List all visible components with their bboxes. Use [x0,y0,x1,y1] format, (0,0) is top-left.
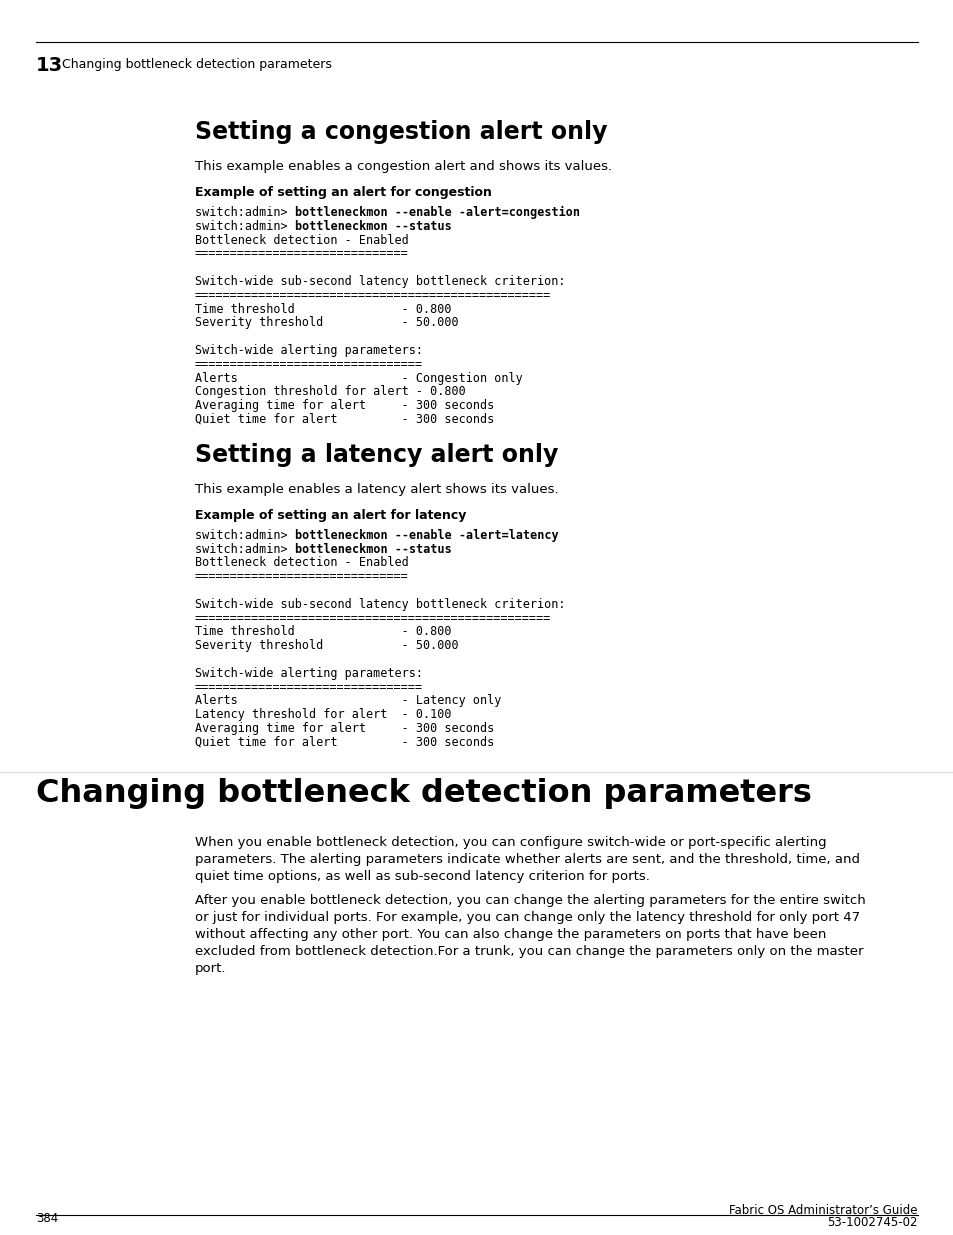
Text: This example enables a latency alert shows its values.: This example enables a latency alert sho… [194,483,558,495]
Text: ==============================: ============================== [194,247,408,261]
Text: ==================================================: ========================================… [194,289,551,301]
Text: When you enable bottleneck detection, you can configure switch-wide or port-spec: When you enable bottleneck detection, yo… [194,836,859,883]
Text: Changing bottleneck detection parameters: Changing bottleneck detection parameters [36,778,811,809]
Text: Switch-wide alerting parameters:: Switch-wide alerting parameters: [194,667,422,679]
Text: Setting a congestion alert only: Setting a congestion alert only [194,120,607,144]
Text: switch:admin>: switch:admin> [194,220,294,233]
Text: Latency threshold for alert  - 0.100: Latency threshold for alert - 0.100 [194,708,451,721]
Text: Time threshold               - 0.800: Time threshold - 0.800 [194,625,451,638]
Text: ================================: ================================ [194,358,422,370]
Text: Severity threshold           - 50.000: Severity threshold - 50.000 [194,640,458,652]
Text: bottleneckmon --enable -alert=latency: bottleneckmon --enable -alert=latency [294,529,558,542]
Text: Severity threshold           - 50.000: Severity threshold - 50.000 [194,316,458,330]
Text: Bottleneck detection - Enabled: Bottleneck detection - Enabled [194,233,408,247]
Text: Switch-wide sub-second latency bottleneck criterion:: Switch-wide sub-second latency bottlenec… [194,275,565,288]
Text: switch:admin>: switch:admin> [194,542,294,556]
Text: bottleneckmon --status: bottleneckmon --status [294,542,451,556]
Text: Fabric OS Administrator’s Guide: Fabric OS Administrator’s Guide [729,1204,917,1216]
Text: Switch-wide sub-second latency bottleneck criterion:: Switch-wide sub-second latency bottlenec… [194,598,565,611]
Text: bottleneckmon --status: bottleneckmon --status [294,220,451,233]
Text: ==================================================: ========================================… [194,611,551,625]
Text: ================================: ================================ [194,680,422,694]
Text: This example enables a congestion alert and shows its values.: This example enables a congestion alert … [194,161,612,173]
Text: Example of setting an alert for congestion: Example of setting an alert for congesti… [194,186,492,199]
Text: Quiet time for alert         - 300 seconds: Quiet time for alert - 300 seconds [194,412,494,426]
Text: Bottleneck detection - Enabled: Bottleneck detection - Enabled [194,557,408,569]
Text: Example of setting an alert for latency: Example of setting an alert for latency [194,509,466,522]
Text: Alerts                       - Congestion only: Alerts - Congestion only [194,372,522,384]
Text: Time threshold               - 0.800: Time threshold - 0.800 [194,303,451,316]
Text: Averaging time for alert     - 300 seconds: Averaging time for alert - 300 seconds [194,399,494,412]
Text: Alerts                       - Latency only: Alerts - Latency only [194,694,501,708]
Text: 13: 13 [36,56,63,75]
Text: bottleneckmon --enable -alert=congestion: bottleneckmon --enable -alert=congestion [294,206,579,219]
Text: After you enable bottleneck detection, you can change the alerting parameters fo: After you enable bottleneck detection, y… [194,894,864,974]
Text: Setting a latency alert only: Setting a latency alert only [194,443,558,467]
Text: Averaging time for alert     - 300 seconds: Averaging time for alert - 300 seconds [194,722,494,735]
Text: 384: 384 [36,1212,58,1225]
Text: 53-1002745-02: 53-1002745-02 [826,1216,917,1229]
Text: switch:admin>: switch:admin> [194,529,294,542]
Text: Switch-wide alerting parameters:: Switch-wide alerting parameters: [194,345,422,357]
Text: ==============================: ============================== [194,571,408,583]
Text: Quiet time for alert         - 300 seconds: Quiet time for alert - 300 seconds [194,736,494,748]
Text: Congestion threshold for alert - 0.800: Congestion threshold for alert - 0.800 [194,385,465,399]
Text: Changing bottleneck detection parameters: Changing bottleneck detection parameters [62,58,332,70]
Text: switch:admin>: switch:admin> [194,206,294,219]
